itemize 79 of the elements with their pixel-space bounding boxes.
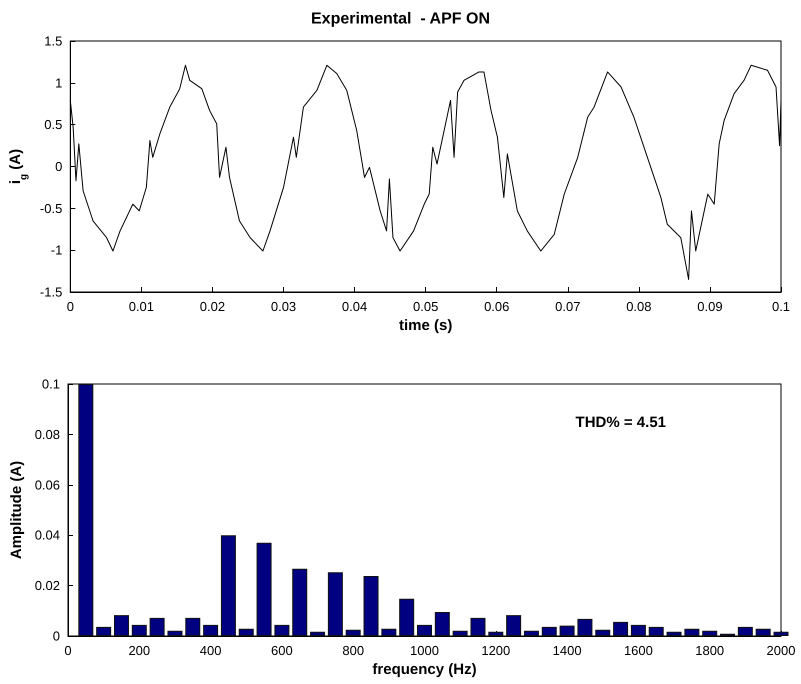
bar [185,618,200,636]
bar [756,628,771,636]
bar [346,630,361,636]
bar [595,630,610,636]
bar [274,624,290,636]
annotation: THD% = 4.51 [576,414,666,431]
chart-title: Experimental - APF ON [311,10,490,28]
bar [417,624,432,636]
y-tick-label: -1.5 [40,284,62,300]
x-tick-label: 600 [271,643,293,658]
x-tick-label: 0.05 [412,299,438,314]
bar [648,626,664,636]
y-tick-label: 0 [55,159,62,174]
bar [738,626,753,636]
bar [310,632,326,636]
bar [452,630,468,636]
x-tick-label: 0.02 [200,299,226,314]
bar [542,626,557,636]
y-tick-label: 0.08 [34,426,60,442]
x-tick-label: 0 [66,299,74,314]
y-tick-label: 0.5 [44,117,62,132]
bar [114,615,129,636]
x-tick-label: 0.09 [697,299,723,314]
bar [132,624,147,636]
bar [256,542,272,636]
bar [506,615,522,636]
bar [292,568,308,636]
x-tick-label: 800 [342,643,364,658]
x-tick-label: 0.04 [342,299,368,314]
y-tick-label: 1.5 [44,34,62,48]
x-tick-label: 1600 [624,643,653,658]
y-tick-label: 0.04 [34,528,60,543]
bar [96,626,112,636]
bar [203,624,218,636]
x-tick-label: 0.06 [484,299,510,314]
bar [560,626,575,636]
bar [488,632,504,636]
x-tick-label: 2000 [766,643,796,658]
x-tick-label: 0.07 [555,299,580,314]
bar [150,618,165,636]
bar [238,628,254,636]
bar [78,384,94,636]
x-axis-title: frequency (Hz) [372,660,477,678]
x-tick-label: 0.1 [772,299,790,314]
x-tick-label: 1400 [552,643,582,658]
bar [524,630,539,636]
bar [167,630,182,636]
y-tick-label: 0.02 [34,578,60,594]
bar [381,628,396,636]
x-tick-label: 1800 [695,643,724,658]
x-tick-label: 1000 [410,643,439,658]
bar [577,618,592,636]
y-tick-label: 0.06 [34,477,60,492]
y-tick-label: -0.5 [40,200,62,216]
x-tick-label: 0.03 [270,299,296,314]
bar [630,624,646,636]
y-tick-label: 0.1 [42,376,60,392]
bar [220,535,236,636]
x-axis-title: time (s) [398,316,452,334]
x-tick-label: 200 [128,643,150,658]
bar [684,628,700,636]
bar [399,598,414,636]
y-tick-label: -1 [50,242,62,258]
bar [470,618,486,636]
y-tick-label: 0 [52,628,60,644]
bar [666,632,682,636]
y-tick-label: 1 [55,75,62,90]
bar [613,622,628,636]
x-tick-label: 1200 [481,643,510,658]
bar [774,632,788,636]
x-tick-label: 0.08 [626,299,652,314]
bar [364,576,379,636]
bar [434,612,450,636]
bar [328,572,343,636]
y-axis-title: Amplitude (A) [8,460,25,560]
bar [702,630,718,636]
x-tick-label: 0.01 [128,299,154,314]
y-axis-title: ig (A) [7,148,30,184]
x-tick-label: 400 [200,643,222,658]
